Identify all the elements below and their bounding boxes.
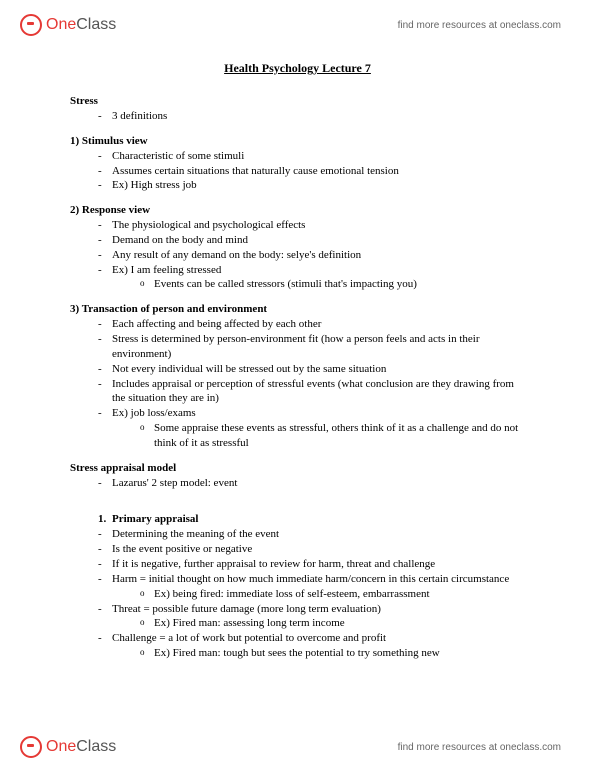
bullet-text: Is the event positive or negative	[112, 542, 525, 557]
bullet-text: Demand on the body and mind	[112, 233, 525, 248]
bullet-text: Harm = initial thought on how much immed…	[112, 572, 525, 587]
logo-text: OneClass	[46, 738, 116, 756]
bullet: -Any result of any demand on the body: s…	[70, 248, 525, 263]
sub-bullet: oEx) Fired man: assessing long term inco…	[70, 616, 525, 631]
sub-bullet-text: Ex) Fired man: tough but sees the potent…	[154, 646, 525, 661]
bullet: -Assumes certain situations that natural…	[70, 164, 525, 179]
sub-bullet-text: Some appraise these events as stressful,…	[154, 421, 525, 451]
sub-bullet: oEx) being fired: immediate loss of self…	[70, 587, 525, 602]
logo-class: Class	[76, 16, 116, 33]
bullet-text: If it is negative, further appraisal to …	[112, 557, 525, 572]
logo-one: One	[46, 16, 76, 33]
sub-bullet: oSome appraise these events as stressful…	[70, 421, 525, 451]
bullet: -Ex) job loss/exams	[70, 406, 525, 421]
bullet-text: Characteristic of some stimuli	[112, 149, 525, 164]
section-stimulus-head: 1) Stimulus view	[70, 134, 525, 149]
bullet-text: Each affecting and being affected by eac…	[112, 317, 525, 332]
bullet: -Determining the meaning of the event	[70, 527, 525, 542]
bullet-text: Ex) High stress job	[112, 178, 525, 193]
bullet: -Stress is determined by person-environm…	[70, 332, 525, 362]
bullet-text: Threat = possible future damage (more lo…	[112, 602, 525, 617]
logo-text: OneClass	[46, 16, 116, 34]
bullet: -Ex) High stress job	[70, 178, 525, 193]
bullet: -Demand on the body and mind	[70, 233, 525, 248]
bullet: -Challenge = a lot of work but potential…	[70, 631, 525, 646]
brand-logo-footer: OneClass	[20, 736, 116, 758]
list-number: 1.	[98, 512, 112, 527]
bullet: -Not every individual will be stressed o…	[70, 362, 525, 377]
bullet-text: Lazarus' 2 step model: event	[112, 476, 525, 491]
logo-icon	[20, 14, 42, 36]
bullet-text: Assumes certain situations that naturall…	[112, 164, 525, 179]
section-transaction-head: 3) Transaction of person and environment	[70, 302, 525, 317]
bullet-text: Ex) job loss/exams	[112, 406, 525, 421]
bullet-text: Determining the meaning of the event	[112, 527, 525, 542]
section-response-head: 2) Response view	[70, 203, 525, 218]
bullet: -Characteristic of some stimuli	[70, 149, 525, 164]
logo-one: One	[46, 738, 76, 755]
bullet: -Each affecting and being affected by ea…	[70, 317, 525, 332]
page-footer: OneClass find more resources at oneclass…	[0, 730, 595, 770]
bullet-text: The physiological and psychological effe…	[112, 218, 525, 233]
bullet: -Ex) I am feeling stressed	[70, 263, 525, 278]
logo-class: Class	[76, 738, 116, 755]
bullet-text: Challenge = a lot of work but potential …	[112, 631, 525, 646]
sub-bullet-text: Events can be called stressors (stimuli …	[154, 277, 525, 292]
footer-resources-link[interactable]: find more resources at oneclass.com	[398, 742, 561, 753]
page-title: Health Psychology Lecture 7	[70, 60, 525, 76]
sub-bullet-text: Ex) being fired: immediate loss of self-…	[154, 587, 525, 602]
bullet-text: Stress is determined by person-environme…	[112, 332, 525, 362]
header-resources-link[interactable]: find more resources at oneclass.com	[398, 20, 561, 31]
bullet: -Harm = initial thought on how much imme…	[70, 572, 525, 587]
section-primary-head: 1.Primary appraisal	[70, 512, 525, 527]
sub-bullet: oEx) Fired man: tough but sees the poten…	[70, 646, 525, 661]
bullet: -If it is negative, further appraisal to…	[70, 557, 525, 572]
bullet-text: Includes appraisal or perception of stre…	[112, 377, 525, 407]
bullet-text: 3 definitions	[112, 109, 525, 124]
list-head-text: Primary appraisal	[112, 512, 198, 527]
document-body: Health Psychology Lecture 7 Stress -3 de…	[0, 42, 595, 661]
bullet-text: Any result of any demand on the body: se…	[112, 248, 525, 263]
bullet: -3 definitions	[70, 109, 525, 124]
bullet: -Is the event positive or negative	[70, 542, 525, 557]
section-appraisal-head: Stress appraisal model	[70, 461, 525, 476]
page-header: OneClass find more resources at oneclass…	[0, 0, 595, 42]
brand-logo: OneClass	[20, 14, 116, 36]
section-stress-head: Stress	[70, 94, 525, 109]
bullet: -Threat = possible future damage (more l…	[70, 602, 525, 617]
bullet: -The physiological and psychological eff…	[70, 218, 525, 233]
sub-bullet-text: Ex) Fired man: assessing long term incom…	[154, 616, 525, 631]
bullet-text: Not every individual will be stressed ou…	[112, 362, 525, 377]
bullet-text: Ex) I am feeling stressed	[112, 263, 525, 278]
logo-icon	[20, 736, 42, 758]
bullet: -Lazarus' 2 step model: event	[70, 476, 525, 491]
bullet: -Includes appraisal or perception of str…	[70, 377, 525, 407]
sub-bullet: oEvents can be called stressors (stimuli…	[70, 277, 525, 292]
